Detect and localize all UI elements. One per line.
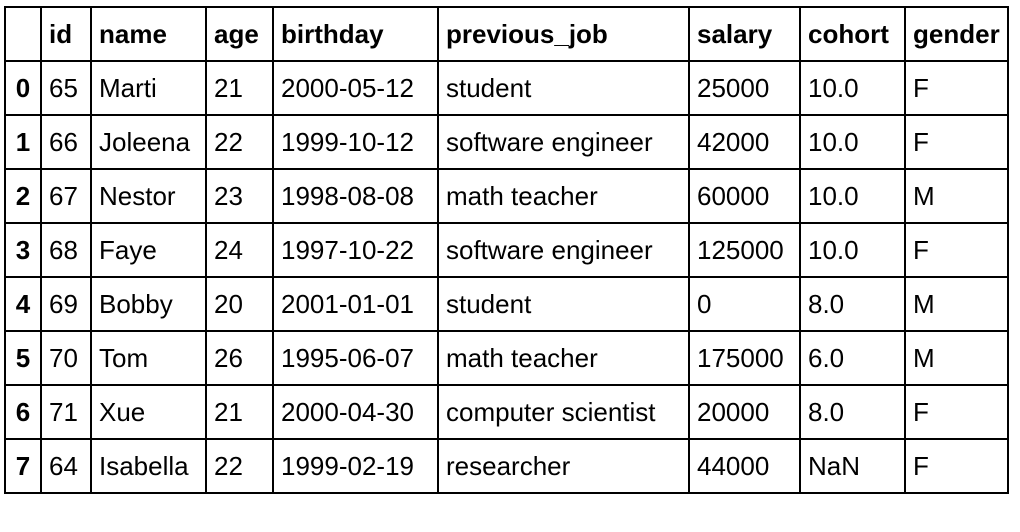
cell-birthday: 1997-10-22 (272, 222, 439, 278)
cell-age: 22 (205, 114, 274, 170)
cell-salary: 0 (688, 276, 801, 332)
cell-id: 67 (40, 168, 92, 224)
column-header-age: age (205, 6, 274, 62)
column-header-cohort: cohort (799, 6, 906, 62)
column-header-gender: gender (904, 6, 1009, 62)
cell-birthday: 1999-02-19 (272, 438, 439, 494)
row-index: 1 (4, 114, 42, 170)
row-index: 2 (4, 168, 42, 224)
cell-previous-job: math teacher (437, 168, 690, 224)
table-row: 2 67 Nestor 23 1998-08-08 math teacher 6… (4, 168, 1009, 224)
cell-name: Isabella (90, 438, 207, 494)
cell-name: Bobby (90, 276, 207, 332)
cell-birthday: 1998-08-08 (272, 168, 439, 224)
table-row: 0 65 Marti 21 2000-05-12 student 25000 1… (4, 60, 1009, 116)
cell-id: 64 (40, 438, 92, 494)
cell-previous-job: software engineer (437, 114, 690, 170)
cell-gender: M (904, 330, 1009, 386)
cell-previous-job: student (437, 276, 690, 332)
cell-salary: 25000 (688, 60, 801, 116)
column-header-previous-job: previous_job (437, 6, 690, 62)
table-row: 5 70 Tom 26 1995-06-07 math teacher 1750… (4, 330, 1009, 386)
cell-previous-job: student (437, 60, 690, 116)
cell-cohort: 10.0 (799, 168, 906, 224)
table-row: 4 69 Bobby 20 2001-01-01 student 0 8.0 M (4, 276, 1009, 332)
cell-gender: F (904, 438, 1009, 494)
cell-cohort: NaN (799, 438, 906, 494)
cell-cohort: 10.0 (799, 60, 906, 116)
cell-id: 65 (40, 60, 92, 116)
cell-gender: F (904, 114, 1009, 170)
cell-age: 21 (205, 60, 274, 116)
column-header-salary: salary (688, 6, 801, 62)
cell-name: Faye (90, 222, 207, 278)
cell-cohort: 10.0 (799, 222, 906, 278)
cell-previous-job: math teacher (437, 330, 690, 386)
cell-age: 22 (205, 438, 274, 494)
cell-id: 70 (40, 330, 92, 386)
cell-gender: F (904, 222, 1009, 278)
row-index: 6 (4, 384, 42, 440)
row-index: 3 (4, 222, 42, 278)
cell-gender: M (904, 168, 1009, 224)
column-header-birthday: birthday (272, 6, 439, 62)
table-row: 6 71 Xue 21 2000-04-30 computer scientis… (4, 384, 1009, 440)
table-body: 0 65 Marti 21 2000-05-12 student 25000 1… (4, 60, 1009, 494)
cell-salary: 44000 (688, 438, 801, 494)
cell-age: 23 (205, 168, 274, 224)
column-header-id: id (40, 6, 92, 62)
cell-birthday: 1999-10-12 (272, 114, 439, 170)
cell-age: 20 (205, 276, 274, 332)
cell-name: Nestor (90, 168, 207, 224)
cell-age: 24 (205, 222, 274, 278)
cell-salary: 125000 (688, 222, 801, 278)
cell-birthday: 2000-04-30 (272, 384, 439, 440)
cell-birthday: 2000-05-12 (272, 60, 439, 116)
cell-cohort: 8.0 (799, 384, 906, 440)
cell-id: 69 (40, 276, 92, 332)
cell-previous-job: computer scientist (437, 384, 690, 440)
cell-birthday: 1995-06-07 (272, 330, 439, 386)
cell-gender: F (904, 60, 1009, 116)
header-row: id name age birthday previous_job salary… (4, 6, 1009, 62)
row-index: 7 (4, 438, 42, 494)
cell-id: 71 (40, 384, 92, 440)
table-header: id name age birthday previous_job salary… (4, 6, 1009, 62)
row-index: 4 (4, 276, 42, 332)
cell-name: Tom (90, 330, 207, 386)
cell-name: Marti (90, 60, 207, 116)
cell-gender: M (904, 276, 1009, 332)
cell-age: 26 (205, 330, 274, 386)
cell-cohort: 8.0 (799, 276, 906, 332)
table-row: 7 64 Isabella 22 1999-02-19 researcher 4… (4, 438, 1009, 494)
cell-salary: 42000 (688, 114, 801, 170)
cell-id: 66 (40, 114, 92, 170)
cell-gender: F (904, 384, 1009, 440)
cell-cohort: 10.0 (799, 114, 906, 170)
cell-name: Joleena (90, 114, 207, 170)
cell-id: 68 (40, 222, 92, 278)
cell-birthday: 2001-01-01 (272, 276, 439, 332)
cell-cohort: 6.0 (799, 330, 906, 386)
dataframe-table: id name age birthday previous_job salary… (4, 6, 1009, 494)
cell-age: 21 (205, 384, 274, 440)
cell-salary: 175000 (688, 330, 801, 386)
column-header-name: name (90, 6, 207, 62)
row-index: 5 (4, 330, 42, 386)
cell-salary: 60000 (688, 168, 801, 224)
table-row: 1 66 Joleena 22 1999-10-12 software engi… (4, 114, 1009, 170)
cell-previous-job: software engineer (437, 222, 690, 278)
cell-previous-job: researcher (437, 438, 690, 494)
table-row: 3 68 Faye 24 1997-10-22 software enginee… (4, 222, 1009, 278)
row-index: 0 (4, 60, 42, 116)
index-header (4, 6, 42, 62)
cell-name: Xue (90, 384, 207, 440)
cell-salary: 20000 (688, 384, 801, 440)
